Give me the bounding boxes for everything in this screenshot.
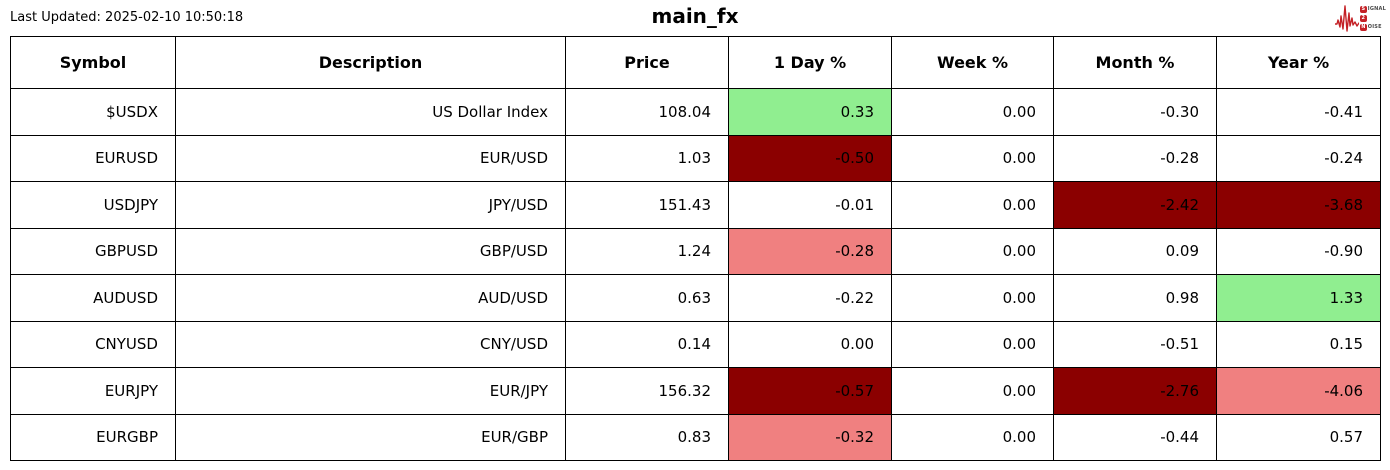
col-header-month-pct: Month %	[1053, 36, 1217, 89]
table-row: AUDUSD AUD/USD 0.63 -0.22 0.00 0.98 1.33	[10, 274, 1381, 322]
logo-badge-n: N	[1359, 23, 1367, 31]
year-pct-cell: 0.57	[1216, 413, 1381, 461]
month-pct-cell: -0.44	[1053, 413, 1217, 461]
logo-text: S IGNAL 2 N OISE	[1359, 5, 1386, 31]
price-cell: 0.63	[565, 274, 729, 322]
col-header-symbol: Symbol	[10, 36, 176, 89]
description-cell: EUR/USD	[175, 134, 566, 182]
table-row: EURUSD EUR/USD 1.03 -0.50 0.00 -0.28 -0.24	[10, 134, 1381, 182]
col-header-day-pct: 1 Day %	[728, 36, 892, 89]
week-pct-cell: 0.00	[891, 88, 1054, 136]
symbol-cell: CNYUSD	[10, 320, 176, 368]
week-pct-cell: 0.00	[891, 367, 1054, 415]
logo-badge-2: 2	[1359, 14, 1367, 22]
fx-table-body: $USDX US Dollar Index 108.04 0.33 0.00 -0.30-…	[10, 88, 1381, 461]
price-cell: 0.83	[565, 413, 729, 461]
day-pct-cell: -0.28	[728, 227, 892, 275]
description-cell: EUR/JPY	[175, 367, 566, 415]
symbol-cell: EURGBP	[10, 413, 176, 461]
symbol-cell: EURUSD	[10, 134, 176, 182]
month-pct-cell: -0.28	[1053, 134, 1217, 182]
description-cell: JPY/USD	[175, 181, 566, 229]
year-pct-cell: -0.90	[1216, 227, 1381, 275]
week-pct-cell: 0.00	[891, 227, 1054, 275]
price-cell: 156.32	[565, 367, 729, 415]
price-cell: 1.03	[565, 134, 729, 182]
col-header-year-pct: Year %	[1216, 36, 1381, 89]
day-pct-cell: 0.33	[728, 88, 892, 136]
last-updated-label: Last Updated: 2025-02-10 10:50:18	[10, 10, 244, 25]
fx-table: Symbol Description Price 1 Day % Week % …	[10, 36, 1381, 461]
symbol-cell: USDJPY	[10, 181, 176, 229]
table-row: $USDX US Dollar Index 108.04 0.33 0.00 -0.30-…	[10, 88, 1381, 136]
col-header-price: Price	[565, 36, 729, 89]
header-row: Symbol Description Price 1 Day % Week % …	[10, 36, 1381, 89]
month-pct-cell: -0.51	[1053, 320, 1217, 368]
month-pct-cell: -0.30	[1053, 88, 1217, 136]
day-pct-cell: -0.57	[728, 367, 892, 415]
day-pct-cell: -0.01	[728, 181, 892, 229]
price-cell: 108.04	[565, 88, 729, 136]
price-cell: 1.24	[565, 227, 729, 275]
description-cell: US Dollar Index	[175, 88, 566, 136]
year-pct-cell: 1.33	[1216, 274, 1381, 322]
symbol-cell: GBPUSD	[10, 227, 176, 275]
month-pct-cell: 0.09	[1053, 227, 1217, 275]
description-cell: EUR/GBP	[175, 413, 566, 461]
logo-badge-s: S	[1359, 5, 1367, 13]
week-pct-cell: 0.00	[891, 320, 1054, 368]
week-pct-cell: 0.00	[891, 181, 1054, 229]
week-pct-cell: 0.00	[891, 134, 1054, 182]
year-pct-cell: -3.68	[1216, 181, 1381, 229]
symbol-cell: AUDUSD	[10, 274, 176, 322]
signal2noise-logo: S IGNAL 2 N OISE	[1334, 3, 1386, 33]
table-row: EURJPY EUR/JPY 156.32 -0.57 0.00 -2.76 -4.06	[10, 367, 1381, 415]
table-row: CNYUSD CNY/USD 0.14 0.00 0.00 -0.51 0.15	[10, 320, 1381, 368]
price-cell: 0.14	[565, 320, 729, 368]
day-pct-cell: -0.50	[728, 134, 892, 182]
description-cell: CNY/USD	[175, 320, 566, 368]
description-cell: GBP/USD	[175, 227, 566, 275]
year-pct-cell: -0.24	[1216, 134, 1381, 182]
table-row: GBPUSD GBP/USD 1.24 -0.28 0.00 0.09 -0.90	[10, 227, 1381, 275]
price-cell: 151.43	[565, 181, 729, 229]
symbol-cell: EURJPY	[10, 367, 176, 415]
year-pct-cell: -0.41	[1216, 88, 1381, 136]
col-header-description: Description	[175, 36, 566, 89]
table-row: USDJPY JPY/USD 151.43 -0.01 0.00 -2.42 -3.68	[10, 181, 1381, 229]
month-pct-cell: -2.42	[1053, 181, 1217, 229]
day-pct-cell: -0.22	[728, 274, 892, 322]
logo-word-ignal: IGNAL	[1367, 5, 1386, 12]
day-pct-cell: 0.00	[728, 320, 892, 368]
description-cell: AUD/USD	[175, 274, 566, 322]
col-header-week-pct: Week %	[891, 36, 1054, 89]
day-pct-cell: -0.32	[728, 413, 892, 461]
topbar: Last Updated: 2025-02-10 10:50:18 main_f…	[0, 0, 1390, 36]
week-pct-cell: 0.00	[891, 413, 1054, 461]
symbol-cell: $USDX	[10, 88, 176, 136]
month-pct-cell: -2.76	[1053, 367, 1217, 415]
year-pct-cell: -4.06	[1216, 367, 1381, 415]
logo-word-oise: OISE	[1367, 23, 1382, 30]
year-pct-cell: 0.15	[1216, 320, 1381, 368]
month-pct-cell: 0.98	[1053, 274, 1217, 322]
page-title: main_fx	[651, 4, 739, 28]
week-pct-cell: 0.00	[891, 274, 1054, 322]
waveform-icon	[1334, 5, 1359, 32]
table-row: EURGBP EUR/GBP 0.83 -0.32 0.00 -0.44 0.57	[10, 413, 1381, 461]
